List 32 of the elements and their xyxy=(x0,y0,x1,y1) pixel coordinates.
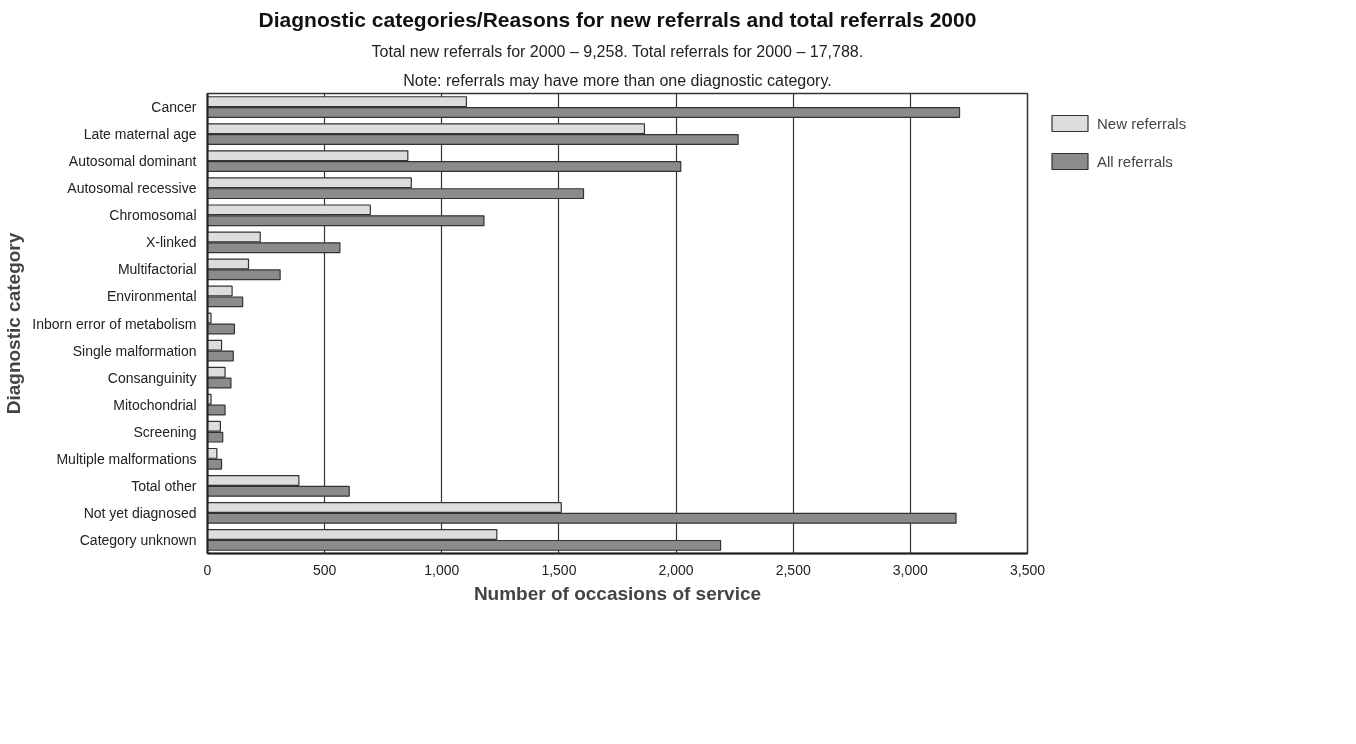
y-tick-label: Late maternal age xyxy=(83,126,197,143)
x-tick-label: 0 xyxy=(203,561,212,578)
y-tick-label: Environmental xyxy=(107,288,197,305)
y-tick-label: Chromosomal xyxy=(109,207,197,224)
chart-title: Diagnostic categories/Reasons for new referrals and total referrals 2000 xyxy=(258,7,977,31)
y-tick-label: Screening xyxy=(133,423,197,440)
x-axis-title: Number of occasions of service xyxy=(473,582,762,604)
legend-label: All referrals xyxy=(1097,152,1173,170)
y-tick-label: Mitochondrial xyxy=(113,396,197,413)
y-tick-label: Multifactorial xyxy=(117,261,197,278)
x-tick-label: 2,500 xyxy=(775,561,811,578)
x-tick-label: 3,500 xyxy=(1009,561,1046,578)
y-tick-label: Single malformation xyxy=(72,342,197,359)
y-tick-label: X-linked xyxy=(145,234,197,251)
text: Note: referrals may have more than one diagnostic category. xyxy=(403,71,832,89)
x-tick-label: 1,000 xyxy=(424,561,460,578)
y-tick-label: Autosomal recessive xyxy=(67,180,197,197)
y-tick-label: Inborn error of metabolism xyxy=(32,315,197,332)
x-tick-label: 3,000 xyxy=(892,561,929,578)
y-tick-label: Cancer xyxy=(151,99,197,116)
y-axis-title: Diagnostic category xyxy=(3,232,25,415)
y-tick-label: Category unknown xyxy=(79,531,197,548)
y-tick-label: Total other xyxy=(131,477,197,494)
x-tick-label: 500 xyxy=(312,561,337,578)
y-tick-label: Autosomal dominant xyxy=(68,153,197,170)
x-tick-label: 2,000 xyxy=(658,561,694,578)
y-tick-label: Multiple malformations xyxy=(56,450,197,467)
y-tick-label: Not yet diagnosed xyxy=(83,504,197,521)
chart-subtitle: Total new referrals for 2000 – 9,258. Total referrals for 2000 – 17,788. xyxy=(371,42,864,60)
x-tick-label: 1,500 xyxy=(541,561,577,578)
y-tick-label: Consanguinity xyxy=(107,369,197,386)
legend-label: New referrals xyxy=(1097,114,1187,132)
